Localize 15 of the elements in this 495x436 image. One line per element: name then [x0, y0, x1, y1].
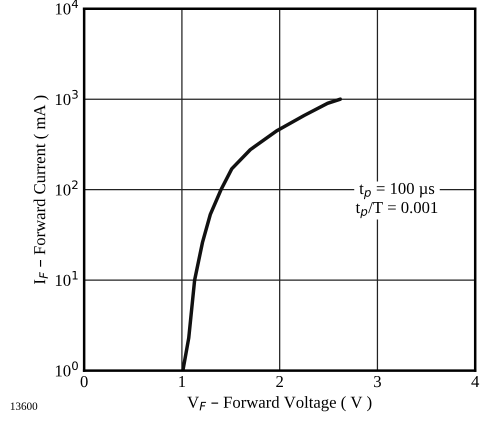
x-tick-label: 1 — [179, 376, 186, 388]
y-tick-label: 10$^{4}$ — [56, 0, 78, 15]
text: 13600 — [10, 402, 38, 410]
line-series — [181, 97, 342, 371]
y-tick-label: 10$^{2}$ — [56, 180, 78, 196]
x-tick-label: 2 — [276, 376, 283, 388]
y-tick-label: 10$^{0}$ — [56, 361, 78, 377]
y-tick-label: 10$^{3}$ — [56, 90, 78, 106]
x-tick-label: 0 — [80, 376, 88, 388]
y-tick-label: 10$^{1}$ — [56, 270, 78, 286]
x-axis-title: V$_{F}$ – Forward Voltage ( V ) — [187, 396, 372, 412]
x-tick-label: 4 — [471, 376, 480, 388]
annotation: t$_{p}$ = 100 µs t$_{p}$/T = 0.001 — [356, 182, 438, 218]
y-axis-title: I$_{F}$ – Forward Current ( mA ) — [34, 96, 49, 284]
x-tick-label: 3 — [374, 376, 381, 388]
